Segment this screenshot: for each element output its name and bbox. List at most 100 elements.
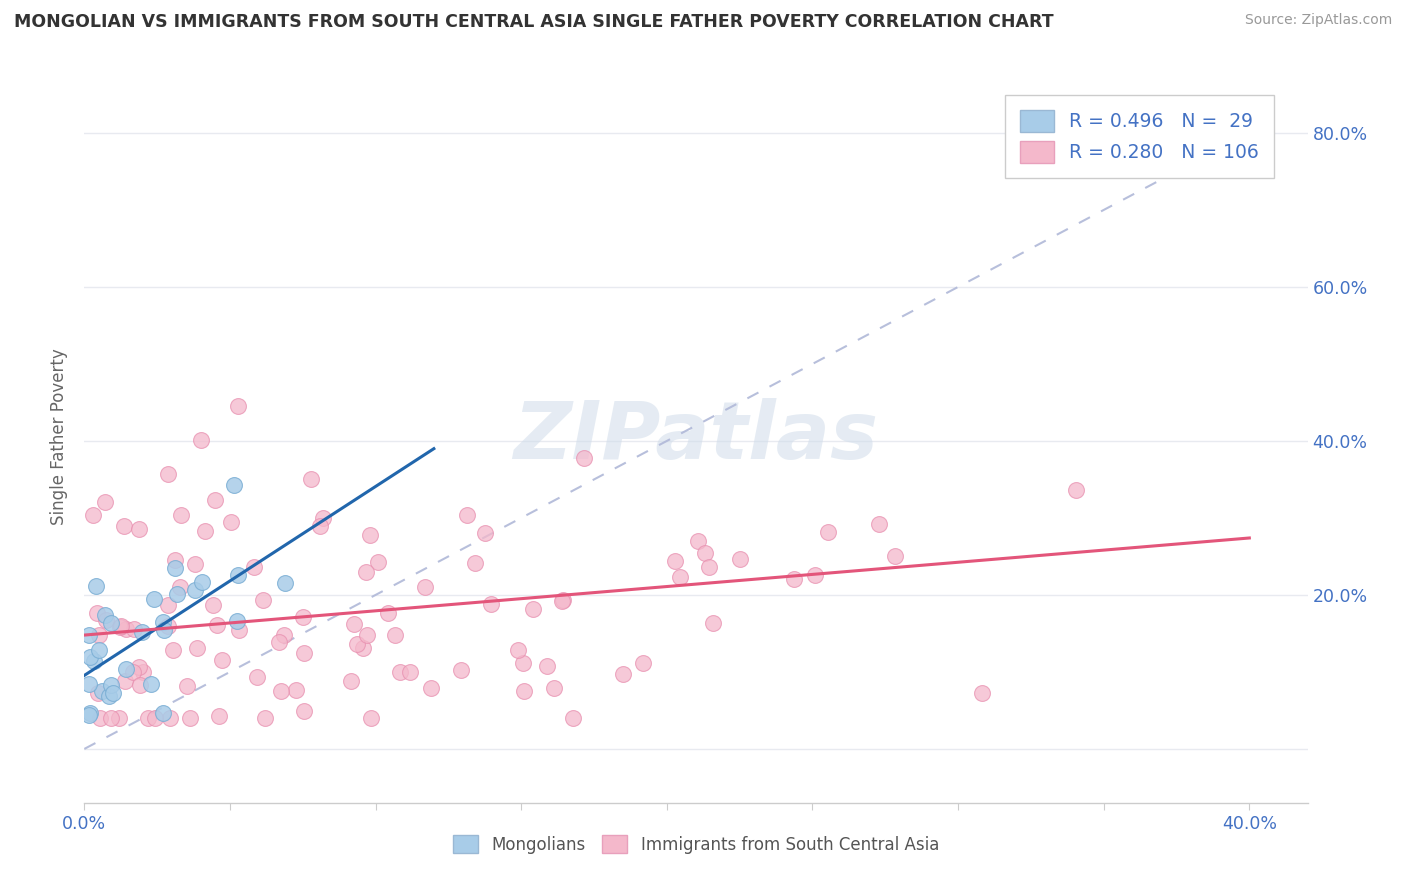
Point	[79, 706, 101, 720]
Point	[115, 662, 138, 676]
Point	[246, 670, 269, 684]
Point	[94, 494, 117, 508]
Point	[228, 568, 250, 582]
Point	[522, 602, 544, 616]
Point	[162, 643, 184, 657]
Point	[415, 580, 437, 594]
Point	[82, 508, 104, 522]
Point	[131, 625, 153, 640]
Point	[166, 587, 188, 601]
Point	[143, 591, 166, 606]
Point	[219, 515, 242, 529]
Point	[93, 608, 115, 623]
Point	[1384, 404, 1406, 418]
Point	[115, 623, 138, 637]
Text: MONGOLIAN VS IMMIGRANTS FROM SOUTH CENTRAL ASIA SINGLE FATHER POVERTY CORRELATIO: MONGOLIAN VS IMMIGRANTS FROM SOUTH CENTR…	[14, 13, 1053, 31]
Point	[356, 628, 378, 642]
Point	[190, 434, 212, 448]
Point	[273, 575, 295, 590]
Point	[156, 467, 179, 482]
Point	[129, 677, 152, 691]
Point	[77, 628, 100, 642]
Point	[481, 598, 503, 612]
Point	[273, 628, 295, 642]
Point	[170, 508, 193, 522]
Point	[153, 624, 176, 638]
Point	[702, 615, 724, 630]
Point	[543, 681, 565, 696]
Point	[184, 558, 207, 572]
Point	[163, 553, 186, 567]
Point	[100, 677, 122, 691]
Point	[114, 673, 136, 688]
Point	[553, 593, 575, 607]
Point	[91, 684, 114, 698]
Point	[122, 622, 145, 636]
Point	[970, 686, 993, 700]
Point	[312, 511, 335, 525]
Point	[143, 711, 166, 725]
Point	[184, 582, 207, 597]
Point	[242, 560, 264, 574]
Point	[98, 689, 121, 703]
Point	[817, 525, 839, 540]
Point	[631, 656, 654, 670]
Point	[474, 526, 496, 541]
Point	[291, 610, 314, 624]
Point	[693, 546, 716, 560]
Point	[228, 623, 250, 637]
Point	[561, 711, 583, 725]
Point	[343, 616, 366, 631]
Point	[367, 555, 389, 569]
Point	[551, 593, 574, 607]
Point	[804, 568, 827, 582]
Point	[783, 572, 806, 586]
Point	[87, 627, 110, 641]
Point	[112, 518, 135, 533]
Point	[664, 553, 686, 567]
Point	[87, 642, 110, 657]
Point	[354, 565, 377, 579]
Point	[110, 620, 132, 634]
Point	[202, 599, 225, 613]
Point	[269, 635, 291, 649]
Point	[1064, 483, 1087, 497]
Point	[884, 549, 907, 564]
Point	[128, 660, 150, 674]
Point	[346, 637, 368, 651]
Point	[169, 580, 191, 594]
Point	[512, 656, 534, 670]
Point	[86, 685, 108, 699]
Point	[96, 613, 118, 627]
Point	[299, 472, 322, 486]
Point	[136, 711, 159, 725]
Point	[512, 684, 534, 698]
Point	[83, 654, 105, 668]
Point	[152, 615, 174, 629]
Point	[205, 618, 228, 632]
Point	[157, 598, 180, 612]
Point	[388, 665, 411, 679]
Point	[179, 711, 201, 725]
Point	[270, 684, 292, 698]
Point	[159, 711, 181, 725]
Point	[163, 561, 186, 575]
Point	[340, 673, 363, 688]
Point	[176, 679, 198, 693]
Point	[285, 682, 308, 697]
Text: ZIPatlas: ZIPatlas	[513, 398, 879, 476]
Point	[292, 704, 315, 718]
Point	[506, 643, 529, 657]
Point	[141, 677, 163, 691]
Point	[100, 615, 122, 630]
Point	[1384, 516, 1406, 531]
Point	[456, 508, 478, 522]
Point	[226, 614, 249, 628]
Point	[728, 551, 751, 566]
Point	[86, 606, 108, 620]
Point	[384, 628, 406, 642]
Y-axis label: Single Father Poverty: Single Father Poverty	[51, 349, 69, 525]
Point	[79, 650, 101, 665]
Point	[226, 399, 249, 413]
Point	[292, 646, 315, 660]
